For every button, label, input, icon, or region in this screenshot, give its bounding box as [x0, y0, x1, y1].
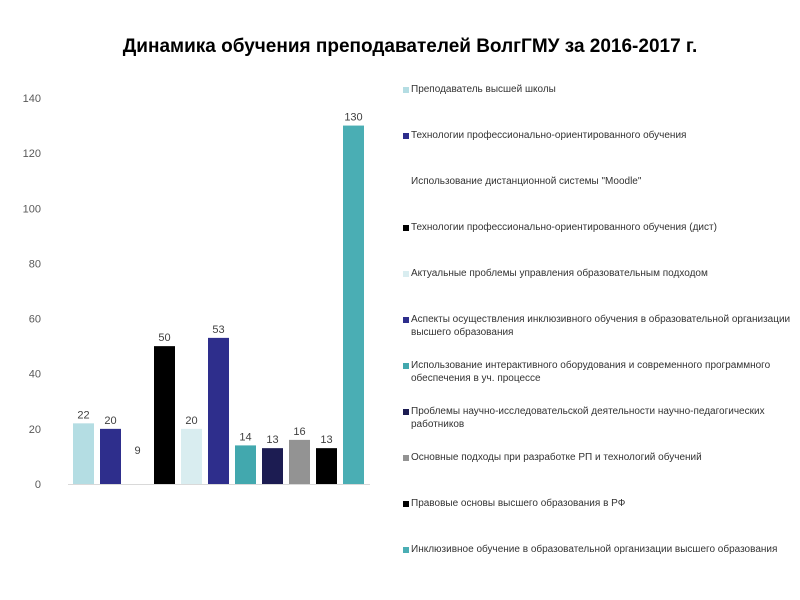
legend-swatch: [403, 547, 409, 553]
data-label: 50: [158, 332, 170, 344]
legend-label: Технологии профессионально-ориентированн…: [411, 222, 717, 233]
data-label: 22: [77, 409, 89, 421]
data-label-group: 22 20 9 50 20 53 14 13 16 13 130: [77, 112, 362, 458]
legend-item: Правовые основы высшего образования в РФ: [400, 498, 798, 511]
legend-item: Инклюзивное обучение в образовательной о…: [400, 544, 798, 557]
bar: [181, 428, 202, 484]
legend-swatch: [403, 133, 409, 139]
bar-chart: 0 20 40 60 80 100 120 140 22 20 9 50 20 53 14 13 16 13 13…: [23, 93, 370, 491]
legend-label: Использование интерактивного оборудовани…: [411, 360, 771, 384]
data-label: 14: [239, 431, 251, 443]
legend-swatch: [403, 501, 409, 507]
bar-group: [73, 125, 364, 485]
bar: [289, 439, 310, 484]
bar: [73, 423, 94, 484]
bar: [343, 125, 364, 485]
y-tick-label: 120: [23, 148, 41, 160]
legend-item: Технологии профессионально-ориентированн…: [400, 130, 798, 143]
bar: [154, 346, 175, 484]
legend-item: Проблемы научно-исследовательской деятел…: [400, 406, 798, 431]
y-tick-label: 100: [23, 203, 41, 215]
bar: [100, 428, 121, 484]
y-tick-label: 0: [35, 479, 41, 491]
legend-swatch: [403, 179, 409, 185]
legend-swatch: [403, 87, 409, 93]
data-label: 20: [185, 415, 197, 427]
bar: [262, 448, 283, 484]
legend-item: Технологии профессионально-ориентированн…: [400, 222, 798, 235]
legend-label: Актуальные проблемы управления образоват…: [411, 268, 708, 279]
bar: [127, 459, 148, 484]
y-tick-label: 20: [29, 424, 41, 436]
legend-label: Правовые основы высшего образования в РФ: [411, 498, 626, 509]
data-label: 13: [320, 434, 332, 446]
data-label: 20: [104, 415, 116, 427]
y-tick-label: 40: [29, 369, 41, 381]
data-label: 13: [266, 434, 278, 446]
legend-item: Аспекты осуществления инклюзивного обуче…: [400, 314, 798, 339]
legend-label: Инклюзивное обучение в образовательной о…: [411, 544, 778, 555]
chart-title: Динамика обучения преподавателей ВолгГМУ…: [122, 36, 698, 57]
y-axis: 0 20 40 60 80 100 120 140: [23, 93, 41, 491]
legend-swatch: [403, 455, 409, 461]
legend-swatch: [403, 409, 409, 415]
legend-item: Основные подходы при разработке РП и тех…: [400, 452, 798, 465]
legend-label: Технологии профессионально-ориентированн…: [411, 130, 687, 141]
data-label: 16: [293, 426, 305, 438]
legend-label: Преподаватель высшей школы: [411, 84, 556, 95]
legend-swatch: [403, 317, 409, 323]
bar: [208, 337, 229, 484]
legend-label: Использование дистанционной системы "Moo…: [411, 176, 642, 187]
legend-item: Преподаватель высшей школы: [400, 84, 798, 97]
data-label: 130: [344, 112, 362, 124]
legend-item: Использование интерактивного оборудовани…: [400, 360, 798, 385]
legend-swatch: [403, 225, 409, 231]
y-tick-label: 60: [29, 314, 41, 326]
y-tick-label: 140: [23, 93, 41, 105]
legend-label: Основные подходы при разработке РП и тех…: [411, 452, 702, 463]
legend-swatch: [403, 363, 409, 369]
legend-item: Актуальные проблемы управления образоват…: [400, 268, 798, 281]
data-label: 53: [212, 324, 224, 336]
bar: [235, 445, 256, 484]
data-label: 9: [134, 445, 140, 457]
bar: [316, 448, 337, 484]
legend-item: Использование дистанционной системы "Moo…: [400, 176, 798, 189]
legend-swatch: [403, 271, 409, 277]
legend-label: Аспекты осуществления инклюзивного обуче…: [411, 314, 791, 338]
y-tick-label: 80: [29, 258, 41, 270]
legend-label: Проблемы научно-исследовательской деятел…: [411, 406, 765, 430]
